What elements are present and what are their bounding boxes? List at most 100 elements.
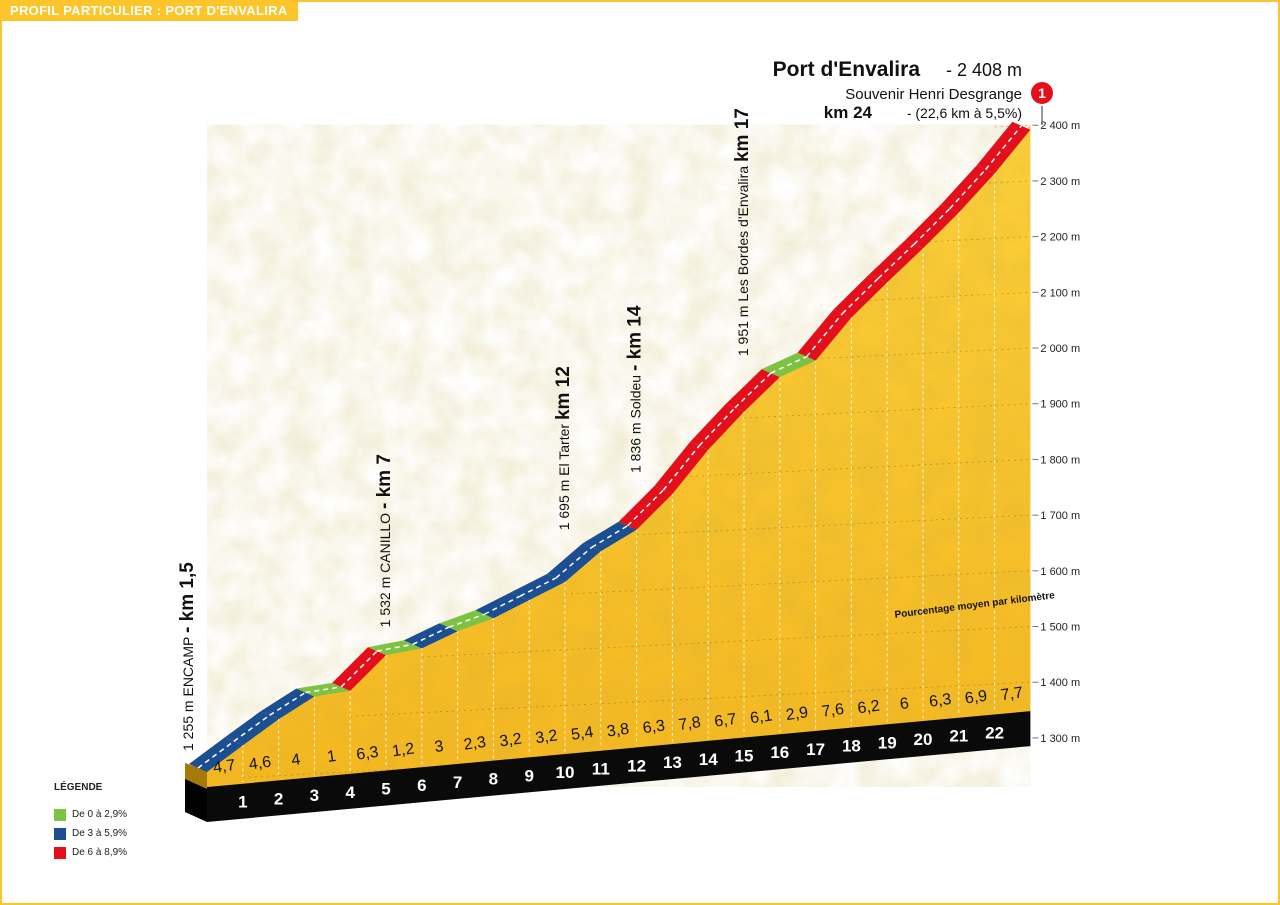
place-name: Les Bordes d'Envalira <box>735 162 751 302</box>
page-title: PROFIL PARTICULIER : PORT D'ENVALIRA <box>0 0 298 21</box>
road-centerline <box>305 686 342 694</box>
gradient-segment <box>726 369 780 412</box>
gradient-segment <box>833 274 888 318</box>
legend-label-red: De 6 à 8,9% <box>72 847 128 858</box>
gradient-value-label: 2,3 <box>463 734 487 754</box>
summit-altitude: - 2 408 m <box>946 60 1022 80</box>
legend-swatch-red <box>54 846 66 859</box>
gradient-value-label: 4 <box>290 751 301 769</box>
gradient-value-label: 3,2 <box>498 731 522 751</box>
place-km: km 12 <box>553 366 574 420</box>
place-label: 1 836 m Soldeu - km 14 <box>625 305 646 473</box>
road-centerline <box>269 691 306 716</box>
y-tick-label: 1 900 m <box>1040 399 1080 411</box>
summit-km: km 24 <box>824 103 873 122</box>
place-km: - km 1,5 <box>177 562 198 633</box>
km-label: 2 <box>274 789 283 808</box>
place-annotation: 1 695 m El Tarter km 12 <box>553 366 574 530</box>
gradient-segment <box>618 486 673 530</box>
km-label: 19 <box>878 733 897 752</box>
gradient-value-label: 3,8 <box>606 721 630 741</box>
km-label: 4 <box>345 783 355 802</box>
place-label: 1 255 m ENCAMP - km 1,5 <box>177 562 198 751</box>
summit-title: Port d'Envalira <box>773 58 921 81</box>
y-tick-label: 2 200 m <box>1040 232 1080 244</box>
legend-label-blue: De 3 à 5,9% <box>72 828 128 839</box>
gradient-segment <box>869 240 923 283</box>
km-label: 11 <box>592 760 610 779</box>
km-label: 10 <box>556 763 575 782</box>
place-annotation: 1 836 m Soldeu - km 14 <box>625 305 646 473</box>
place-altitude: 1 695 m <box>556 476 572 530</box>
gradient-value-label: 7,7 <box>1000 684 1024 704</box>
gradient-value-label: 4,7 <box>212 757 236 777</box>
gradient-value-label: 3,2 <box>534 727 558 747</box>
km-label: 3 <box>310 786 319 805</box>
place-label: 1 532 m CANILLO - km 7 <box>374 454 395 627</box>
place-annotation: 1 255 m ENCAMP - km 1,5 <box>177 562 198 751</box>
y-tick-label: 1 800 m <box>1040 454 1080 466</box>
legend-item-green: De 0 à 2,9% <box>54 805 127 824</box>
road-centerline <box>985 125 1022 170</box>
gradient-value-label: 6,1 <box>749 707 773 727</box>
summit-detail: - (22,6 km à 5,5%) <box>907 105 1022 121</box>
category-badge-icon <box>1029 80 1055 106</box>
place-annotation: 1 951 m Les Bordes d'Envalira km 17 <box>732 108 753 356</box>
km-label: 1 <box>238 793 247 812</box>
road-centerline <box>555 546 593 579</box>
km-label: 7 <box>453 773 462 792</box>
km-label: 9 <box>524 766 533 785</box>
gradient-segment <box>332 647 386 691</box>
place-altitude: 1 951 m <box>735 302 751 356</box>
gradient-value-label: 4,6 <box>248 754 272 774</box>
gradient-segment <box>547 543 601 582</box>
gradient-value-label: 6,3 <box>928 691 952 711</box>
gradient-value-label: 5,4 <box>570 724 594 744</box>
road-centerline <box>591 525 628 548</box>
road-centerline <box>197 740 235 769</box>
place-altitude: 1 836 m <box>628 419 644 473</box>
road-centerline <box>484 595 521 615</box>
place-altitude: 1 255 m <box>180 697 196 751</box>
y-tick-label: 2 100 m <box>1040 287 1080 299</box>
y-tick-label: 2 400 m <box>1040 120 1080 132</box>
gradient-value-label: 6 <box>899 695 910 713</box>
gradient-value-label: 3 <box>433 738 444 756</box>
km-label: 22 <box>985 723 1004 742</box>
place-name: El Tarter <box>556 420 572 476</box>
place-km: - km 14 <box>625 305 646 371</box>
place-km: - km 7 <box>374 454 395 509</box>
road-centerline <box>662 445 700 491</box>
y-tick-label: 2 000 m <box>1040 343 1080 355</box>
gradient-segment <box>690 403 744 450</box>
legend-item-red: De 6 à 8,9% <box>54 843 127 862</box>
km-label: 20 <box>914 730 933 749</box>
gradient-value-label: 6,3 <box>355 744 379 764</box>
km-label: 8 <box>489 770 498 789</box>
gradient-value-label: 6,7 <box>713 711 737 731</box>
km-label: 18 <box>842 737 861 756</box>
road-centerline <box>233 714 271 742</box>
terrain-texture <box>207 124 1031 788</box>
gradient-segment <box>905 204 959 249</box>
road-centerline <box>376 643 413 652</box>
gradient-value-label: 1 <box>326 748 337 766</box>
gradient-segment <box>940 165 995 213</box>
km-label: 17 <box>806 740 825 759</box>
place-name: ENCAMP <box>180 633 196 697</box>
gradient-value-label: 2,9 <box>785 704 809 724</box>
gradient-value-label: 7,8 <box>677 714 701 734</box>
category-badge-label: 1 <box>1038 85 1046 101</box>
km-label: 6 <box>417 776 426 795</box>
legend-swatch-blue <box>54 827 66 840</box>
km-label: 13 <box>663 753 682 772</box>
legend-item-blue: De 3 à 5,9% <box>54 824 127 843</box>
road-centerline <box>806 313 843 358</box>
place-name: Soldeu <box>628 371 644 418</box>
gradient-value-label: 1,2 <box>391 740 415 760</box>
km-label: 14 <box>699 750 718 769</box>
y-tick-label: 1 300 m <box>1040 733 1080 745</box>
legend: LÉGENDE De 0 à 2,9% De 3 à 5,9% De 6 à 8… <box>54 782 127 862</box>
legend-title: LÉGENDE <box>54 782 103 793</box>
